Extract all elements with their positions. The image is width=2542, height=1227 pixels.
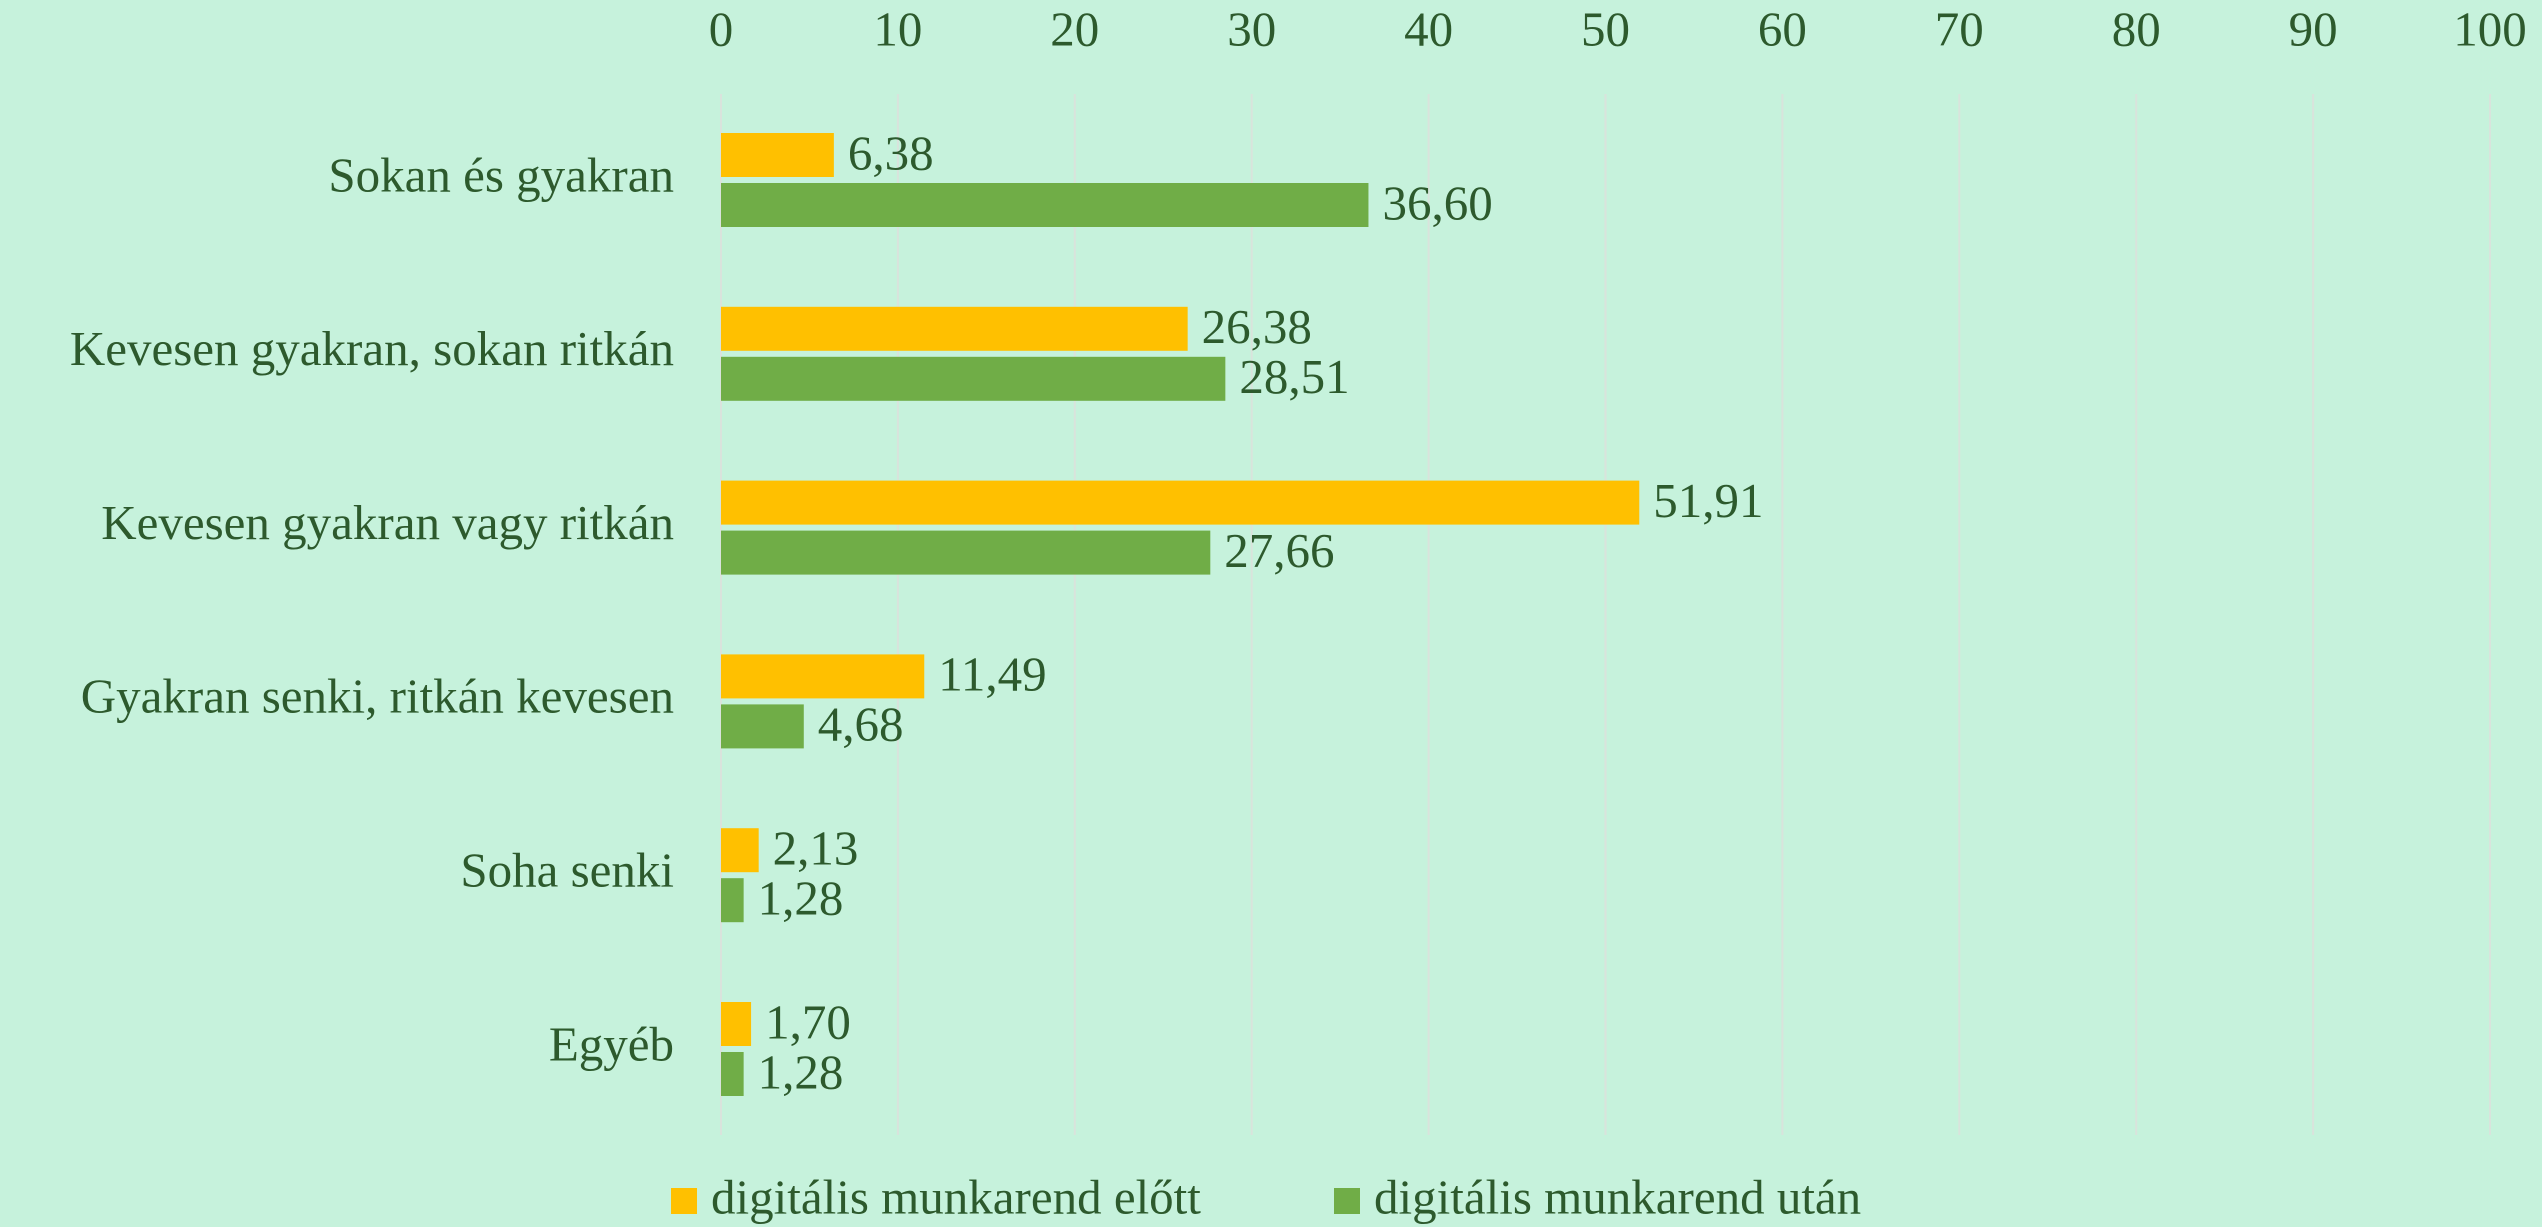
x-tick-label: 20 [1050,1,1099,56]
x-tick-label: 40 [1404,1,1453,56]
data-label: 36,60 [1382,175,1492,230]
legend-swatch [1334,1188,1360,1214]
legend-swatch [671,1188,697,1214]
bar [721,1002,752,1046]
x-tick-label: 10 [873,1,922,56]
y-tick-label: Soha senki [460,842,674,897]
bar [721,356,1226,401]
bar [721,878,744,923]
data-label: 2,13 [773,820,859,875]
data-label: 27,66 [1224,523,1334,578]
data-label: 28,51 [1239,349,1349,404]
x-tick-label: 100 [2453,1,2527,56]
y-tick-label: Kevesen gyakran vagy ritkán [101,495,674,550]
y-tick-label: Egyéb [549,1016,674,1071]
data-label: 26,38 [1202,299,1312,354]
bar [721,530,1211,575]
bar [721,306,1188,351]
data-label: 4,68 [818,697,904,752]
data-label: 1,28 [758,870,844,925]
bar [721,704,804,749]
y-tick-label: Gyakran senki, ritkán kevesen [81,669,674,724]
x-tick-label: 30 [1227,1,1276,56]
bar [721,183,1369,227]
bar [721,1052,744,1096]
data-label: 1,70 [765,994,851,1049]
x-tick-label: 90 [2289,1,2338,56]
bar [721,133,834,177]
data-label: 51,91 [1653,473,1763,528]
x-tick-label: 0 [709,1,734,56]
data-label: 11,49 [938,647,1046,702]
x-tick-label: 70 [1935,1,1984,56]
bar [721,480,1640,525]
y-tick-label: Kevesen gyakran, sokan ritkán [70,321,674,376]
data-label: 6,38 [848,125,934,180]
legend-label: digitális munkarend előtt [711,1169,1201,1224]
y-tick-label: Sokan és gyakran [328,147,674,202]
legend-label: digitális munkarend után [1374,1169,1861,1224]
data-label: 1,28 [758,1044,844,1099]
bar [721,654,925,699]
x-tick-label: 60 [1758,1,1807,56]
bar [721,828,759,873]
x-tick-label: 80 [2112,1,2161,56]
x-tick-label: 50 [1581,1,1630,56]
